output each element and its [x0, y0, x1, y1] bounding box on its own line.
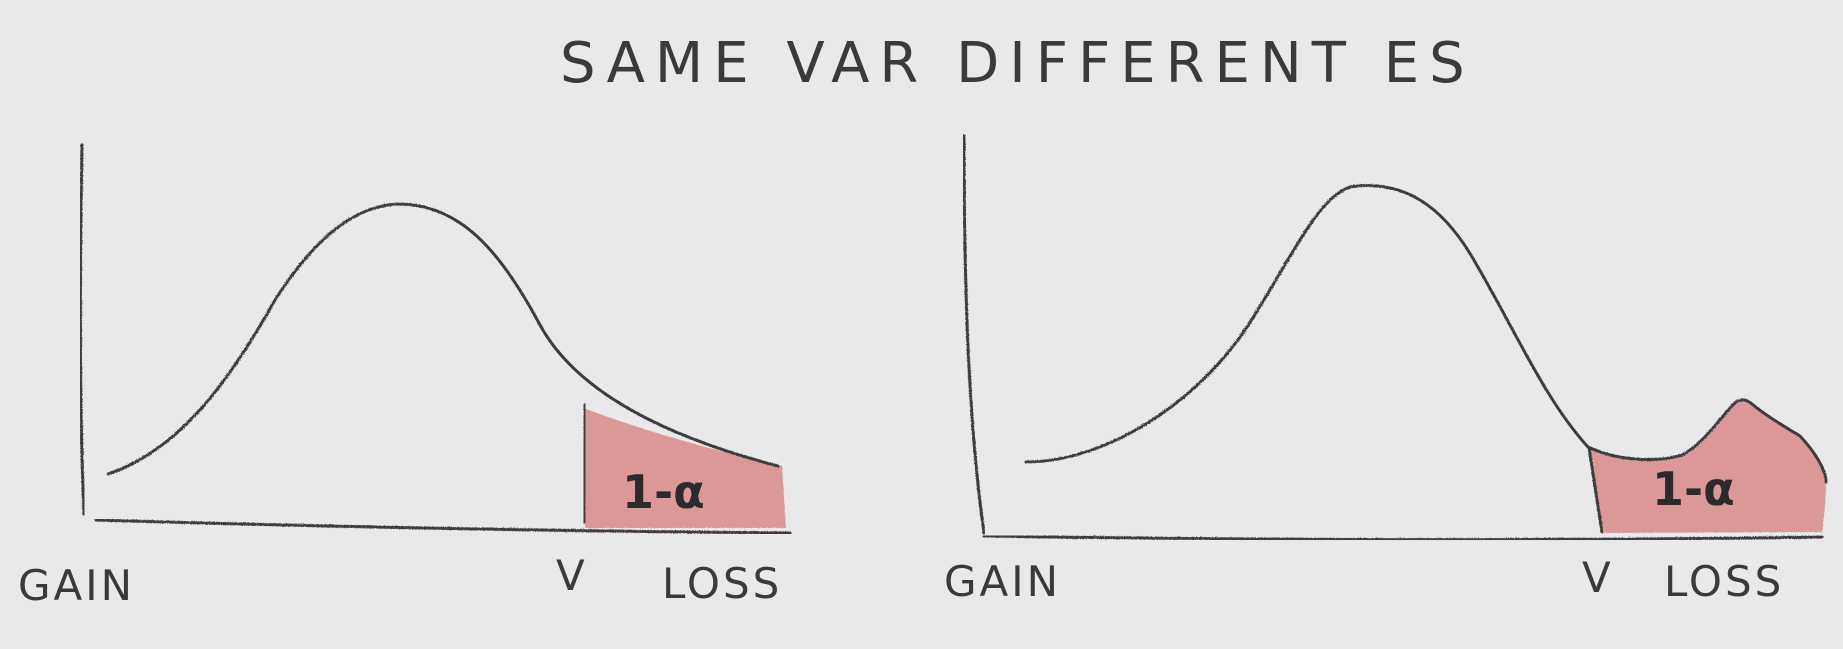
right-gain-label: GAIN [944, 557, 1061, 606]
left-gain-label: GAIN [18, 561, 135, 610]
left-y-axis [78, 143, 86, 516]
left-var-line [582, 403, 587, 524]
left-loss-label: LOSS [662, 559, 782, 608]
left-x-axis [94, 518, 792, 535]
left-tail-label: 1-α [622, 465, 705, 519]
right-distribution-curve [1024, 183, 1828, 484]
right-panel: 1-α GAIN V LOSS [944, 134, 1828, 606]
right-var-line [1587, 446, 1604, 534]
left-panel: 1-α GAIN V LOSS [18, 143, 792, 610]
right-var-label: V [1582, 553, 1614, 602]
right-y-axis [962, 134, 986, 535]
left-var-label: V [556, 551, 588, 600]
left-distribution-curve [106, 202, 780, 476]
left-tail-area [584, 408, 786, 528]
right-x-axis [982, 534, 1824, 542]
right-tail-label: 1-α [1652, 462, 1735, 516]
diagram-title: SAME VAR DIFFERENT ES [560, 31, 1475, 96]
right-loss-label: LOSS [1664, 557, 1784, 606]
right-tail-area [1588, 399, 1826, 533]
